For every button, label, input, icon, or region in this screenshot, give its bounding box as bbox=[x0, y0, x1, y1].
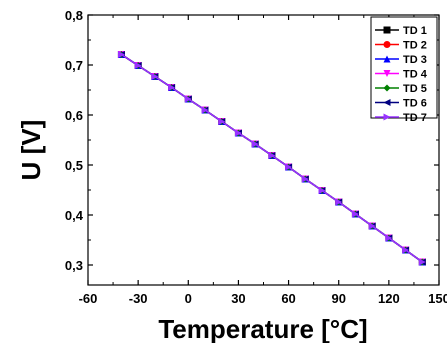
data-point bbox=[234, 129, 242, 137]
x-axis-title: Temperature [°C] bbox=[158, 314, 367, 343]
legend-item: TD 6 bbox=[375, 98, 427, 110]
x-tick-label: -60 bbox=[79, 291, 98, 306]
data-point bbox=[351, 210, 359, 218]
data-point bbox=[168, 84, 176, 91]
legend-label: TD 1 bbox=[403, 25, 427, 37]
x-tick-label: 90 bbox=[331, 291, 345, 306]
axis-ticks: -60 -30 0 30 60 90 120 150 0,3 0,4 0,5 0,6 0,7 0,8 bbox=[65, 8, 447, 306]
data-point bbox=[385, 234, 393, 242]
series-layer bbox=[117, 51, 426, 266]
legend-item: TD 2 bbox=[375, 40, 427, 52]
legend-label: TD 5 bbox=[403, 83, 427, 95]
legend-box bbox=[370, 16, 438, 119]
legend-label: TD 7 bbox=[403, 112, 427, 124]
data-point bbox=[117, 51, 125, 58]
x-tick-label: 120 bbox=[378, 291, 400, 306]
y-tick-label: 0,8 bbox=[65, 8, 83, 23]
legend-label: TD 2 bbox=[403, 40, 427, 52]
y-tick-label: 0,3 bbox=[65, 258, 83, 273]
data-point bbox=[268, 152, 276, 159]
data-point bbox=[151, 73, 159, 80]
data-point bbox=[335, 198, 343, 206]
legend-item: TD 7 bbox=[375, 112, 427, 124]
y-tick-label: 0,4 bbox=[65, 208, 84, 223]
data-point bbox=[418, 258, 426, 266]
data-point bbox=[201, 106, 209, 114]
data-point bbox=[184, 95, 192, 103]
y-axis-title: U [V] bbox=[16, 120, 46, 181]
legend-swatch-marker bbox=[383, 41, 391, 48]
legend: TD 1 TD 2 TD 3 TD 4 TD 5 TD 6 TD 7 bbox=[370, 16, 438, 124]
legend-label: TD 6 bbox=[403, 98, 427, 110]
data-point bbox=[318, 187, 326, 194]
legend-swatch-marker bbox=[383, 84, 391, 92]
legend-item: TD 1 bbox=[375, 25, 427, 37]
data-point bbox=[301, 175, 309, 183]
data-point bbox=[368, 222, 376, 230]
y-tick-label: 0,5 bbox=[65, 158, 83, 173]
legend-swatch-marker bbox=[383, 55, 391, 63]
legend-swatch-marker bbox=[383, 26, 391, 34]
x-tick-label: 0 bbox=[185, 291, 192, 306]
legend-label: TD 3 bbox=[403, 54, 427, 66]
legend-label: TD 4 bbox=[403, 69, 428, 81]
x-tick-label: -30 bbox=[129, 291, 148, 306]
data-point bbox=[218, 118, 226, 125]
x-tick-label: 30 bbox=[231, 291, 245, 306]
legend-swatch-marker bbox=[383, 70, 391, 77]
x-tick-label: 150 bbox=[428, 291, 447, 306]
data-point bbox=[251, 140, 259, 148]
data-point bbox=[285, 163, 293, 171]
data-point bbox=[134, 62, 142, 69]
legend-item: TD 5 bbox=[375, 83, 427, 95]
y-tick-label: 0,7 bbox=[65, 58, 83, 73]
x-tick-label: 60 bbox=[281, 291, 295, 306]
series-7 bbox=[117, 51, 426, 266]
data-point bbox=[402, 246, 410, 254]
legend-item: TD 4 bbox=[375, 69, 428, 81]
legend-swatch-marker bbox=[383, 99, 391, 106]
legend-item: TD 3 bbox=[375, 54, 427, 66]
legend-swatch-marker bbox=[383, 113, 391, 121]
y-tick-label: 0,6 bbox=[65, 108, 83, 123]
